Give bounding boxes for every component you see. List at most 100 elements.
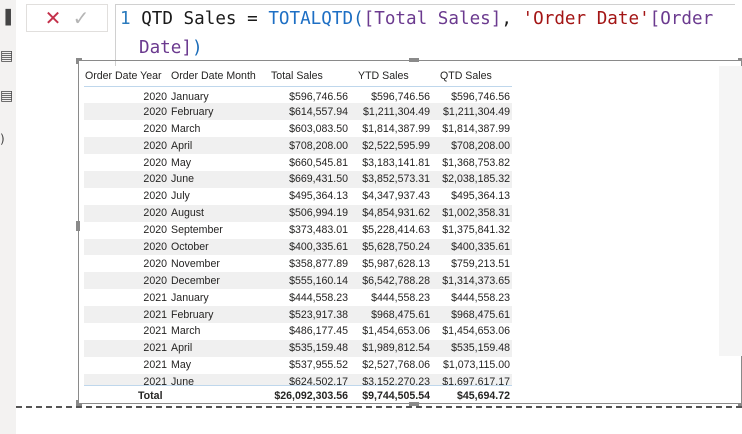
table-row[interactable]: 2021 March $486,177.45 $1,454,653.06 $1,454,…: [84, 323, 512, 340]
year-cell: 2020: [143, 257, 167, 270]
equals-sign: =: [247, 9, 258, 29]
table-row[interactable]: 2020 April $708,208.00 $2,522,595.99 $708,20…: [84, 137, 512, 155]
table-row[interactable]: 2020 March $603,083.50 $1,814,387.99 $1,814,…: [84, 120, 512, 137]
total-sales-cell: $535,159.48: [270, 339, 350, 357]
close-icon[interactable]: ✕: [44, 6, 62, 30]
year-cell: 2020: [143, 224, 167, 237]
month-cell: May: [171, 156, 192, 169]
resize-handle-bottom[interactable]: [409, 402, 419, 406]
resize-handle-top-left[interactable]: [76, 58, 82, 64]
total-sales-cell: $486,177.45: [289, 325, 348, 338]
year-cell: 2021: [143, 291, 167, 304]
qtd-sales-cell: $535,159.48: [432, 339, 512, 357]
year-cell: 2020: [84, 272, 170, 290]
ytd-sales-cell: $1,814,387.99: [362, 122, 430, 135]
table-row[interactable]: 2020 June $669,431.50 $3,852,573.31 $2,038,1…: [84, 170, 512, 188]
ytd-sales-cell: $2,527,768.06: [362, 359, 430, 372]
table-row[interactable]: 2020 July $495,364.13 $4,347,937.43 $495,364…: [84, 188, 512, 205]
left-pane-edge: ▐ ▤ ▤ ): [0, 0, 16, 434]
ytd-sales-cell: $4,347,937.43: [362, 190, 430, 203]
column-header[interactable]: Order Date Month: [171, 69, 256, 82]
model-view-icon[interactable]: ▤: [0, 88, 14, 104]
canvas-scrollbar[interactable]: [719, 66, 742, 356]
month-cell: February: [170, 103, 270, 121]
ytd-sales-total: $9,744,505.54: [362, 389, 430, 402]
column-header[interactable]: YTD Sales: [358, 69, 409, 82]
total-sales-cell: $523,917.38: [270, 306, 350, 323]
formula-line-1: 1 QTD Sales = TOTALQTD([Total Sales], 'O…: [120, 9, 714, 29]
table-row[interactable]: 2021 February $523,917.38 $968,475.61 $968,4…: [84, 306, 512, 323]
qtd-sales-cell: $444,558.23: [451, 291, 510, 304]
resize-handle-bottom-left[interactable]: [76, 400, 82, 406]
total-row: Total $26,092,303.56 $9,744,505.54 $45,6…: [84, 386, 512, 405]
table-row[interactable]: 2020 May $660,545.81 $3,183,141.81 $1,368,75…: [84, 154, 512, 171]
year-cell: 2020: [84, 204, 170, 222]
total-sales-cell: $669,431.50: [270, 170, 350, 188]
month-cell: August: [170, 204, 270, 222]
qtd-sales-cell: $1,454,653.06: [442, 325, 510, 338]
qtd-sales-cell: $1,314,373.65: [432, 272, 512, 290]
formula-line-2: Date]): [120, 34, 735, 63]
qtd-sales-cell: $1,368,753.82: [442, 156, 510, 169]
qtd-sales-cell: $968,475.61: [432, 306, 512, 323]
ytd-sales-cell: $1,211,304.49: [350, 103, 432, 121]
table-row[interactable]: 2020 October $400,335.61 $5,628,750.24 $400,…: [84, 238, 512, 256]
ytd-sales-cell: $1,989,812.54: [350, 339, 432, 357]
matrix-total-table: Total $26,092,303.56 $9,744,505.54 $45,6…: [84, 386, 512, 405]
total-sales-cell: $624,502.17: [270, 373, 350, 385]
qtd-sales-total: $45,694.72: [456, 389, 510, 402]
column-header[interactable]: Total Sales: [271, 69, 323, 82]
total-sales-cell: $603,083.50: [289, 122, 348, 135]
page-boundary: [16, 406, 742, 408]
measure-ref: [Total Sales]: [363, 9, 502, 29]
month-cell: October: [170, 238, 270, 256]
matrix-body[interactable]: 2020 January $596,746.56 $596,746.56 $596,74…: [84, 87, 512, 386]
total-sales-cell: $660,545.81: [289, 156, 348, 169]
month-cell: November: [171, 257, 220, 270]
qtd-sales-cell: $1,002,358.31: [432, 204, 512, 222]
total-sales-cell: $555,160.14: [270, 272, 350, 290]
table-row[interactable]: 2020 November $358,877.89 $5,987,628.13 $759…: [84, 255, 512, 272]
ytd-sales-cell: $1,454,653.06: [362, 325, 430, 338]
report-canvas: Order Date Year Order Date Month Total S…: [16, 58, 742, 434]
resize-handle-bottom-right[interactable]: [738, 400, 742, 406]
qtd-sales-cell: $1,073,115.00: [443, 359, 510, 372]
check-icon[interactable]: ✓: [72, 6, 90, 30]
table-row[interactable]: 2021 June $624,502.17 $3,152,270.23 $1,697,6…: [84, 373, 512, 385]
year-cell: 2020: [143, 190, 167, 203]
year-cell: 2020: [143, 90, 167, 103]
table-row[interactable]: 2020 December $555,160.14 $6,542,788.28 $1,3…: [84, 272, 512, 290]
year-cell: 2021: [143, 359, 167, 372]
table-row[interactable]: 2020 January $596,746.56 $596,746.56 $596,74…: [84, 87, 512, 104]
month-cell: July: [171, 190, 190, 203]
column-header[interactable]: Order Date Year: [85, 69, 162, 82]
line-number: 1: [120, 9, 131, 29]
formula-editor[interactable]: 1 QTD Sales = TOTALQTD([Total Sales], 'O…: [115, 4, 735, 66]
year-cell: 2021: [84, 339, 170, 357]
table-ref: 'Order Date': [522, 9, 650, 29]
table-row[interactable]: 2021 May $537,955.52 $2,527,768.06 $1,073,11…: [84, 357, 512, 374]
table-view-icon[interactable]: ▤: [0, 48, 14, 64]
resize-handle-top[interactable]: [409, 58, 419, 62]
resize-handle-left[interactable]: [76, 221, 80, 231]
column-header[interactable]: QTD Sales: [440, 69, 492, 82]
total-sales-cell: $614,557.94: [270, 103, 350, 121]
qtd-sales-cell: $708,208.00: [432, 137, 512, 155]
total-sales-cell: $537,955.52: [289, 359, 348, 372]
ytd-sales-cell: $968,475.61: [350, 306, 432, 323]
resize-handle-top-right[interactable]: [738, 58, 742, 64]
table-row[interactable]: 2020 August $506,994.19 $4,854,931.62 $1,002…: [84, 204, 512, 222]
total-sales-total: $26,092,303.56: [274, 389, 348, 402]
table-row[interactable]: 2020 September $373,483.01 $5,228,414.63 $1,…: [84, 222, 512, 239]
matrix-rows-table: 2020 January $596,746.56 $596,746.56 $596,74…: [84, 87, 512, 385]
pane-icon[interactable]: ▐: [0, 10, 11, 26]
matrix-table[interactable]: Order Date Year Order Date Month Total S…: [84, 66, 512, 404]
function-name: TOTALQTD: [268, 9, 354, 29]
qtd-sales-cell: $2,038,185.32: [432, 170, 512, 188]
month-cell: March: [171, 325, 201, 338]
table-row[interactable]: 2020 February $614,557.94 $1,211,304.49 $1,2…: [84, 103, 512, 121]
table-row[interactable]: 2021 January $444,558.23 $444,558.23 $444,55…: [84, 289, 512, 306]
qtd-sales-cell: $400,335.61: [432, 238, 512, 256]
table-row[interactable]: 2021 April $535,159.48 $1,989,812.54 $535,15…: [84, 339, 512, 357]
total-sales-cell: $495,364.13: [289, 190, 348, 203]
